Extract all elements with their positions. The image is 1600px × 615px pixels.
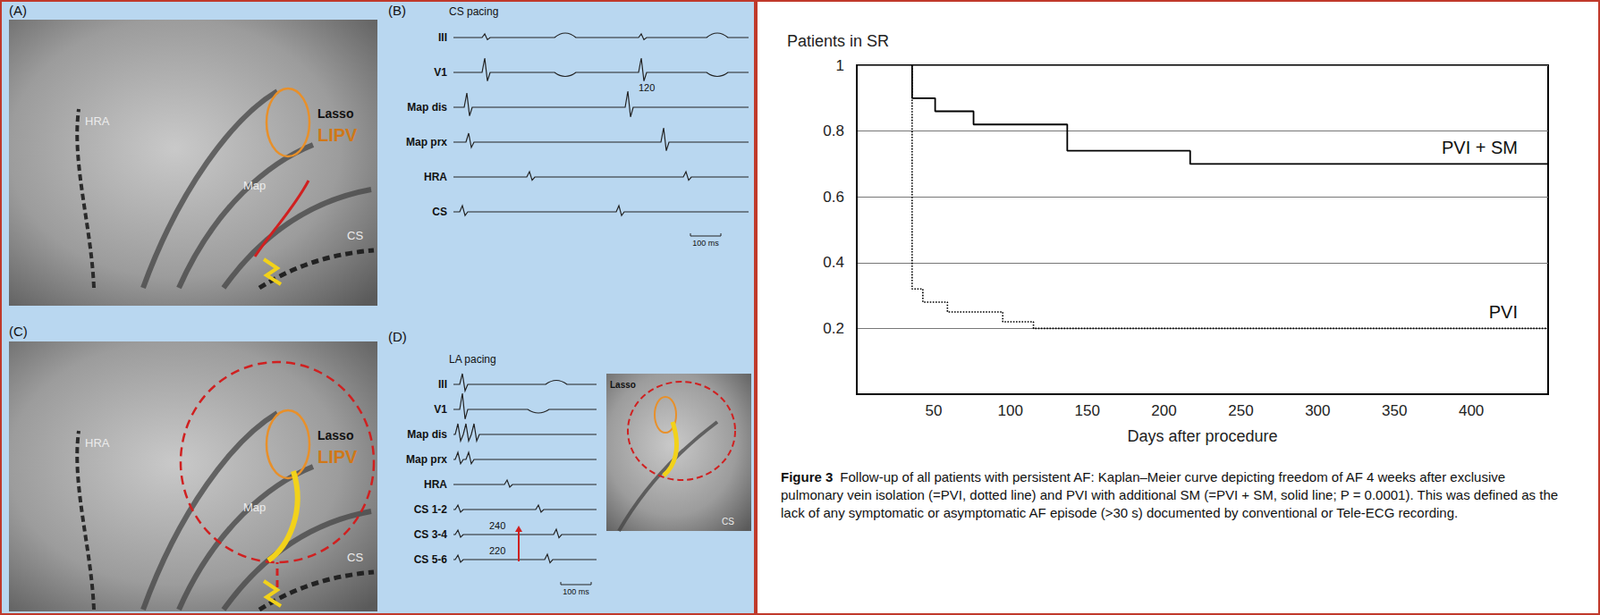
- svg-text:1: 1: [836, 57, 845, 75]
- svg-text:CS 1-2: CS 1-2: [414, 503, 449, 517]
- svg-text:0.6: 0.6: [822, 188, 845, 206]
- svg-text:Lasso: Lasso: [317, 106, 354, 121]
- svg-text:100 ms: 100 ms: [562, 587, 590, 597]
- svg-text:(C): (C): [8, 323, 28, 339]
- svg-text:III: III: [438, 31, 448, 44]
- html-text:Figure 3: Figure 3: [780, 469, 834, 485]
- svg-text:Days after procedure: Days after procedure: [1126, 427, 1278, 446]
- svg-text:(D): (D): [388, 329, 407, 345]
- svg-text:0.2: 0.2: [822, 320, 845, 338]
- svg-text:100 ms: 100 ms: [692, 238, 720, 248]
- svg-text:120: 120: [638, 82, 655, 94]
- svg-text:Map: Map: [243, 500, 266, 515]
- svg-text:Lasso: Lasso: [317, 428, 354, 443]
- svg-text:Map prx: Map prx: [406, 135, 448, 149]
- svg-text:CS: CS: [721, 516, 735, 527]
- svg-text:LA pacing: LA pacing: [448, 353, 497, 366]
- svg-text:0.8: 0.8: [822, 122, 845, 140]
- svg-text:300: 300: [1304, 402, 1330, 420]
- svg-text:CS: CS: [347, 228, 364, 243]
- svg-text:III: III: [438, 378, 448, 391]
- svg-text:Map dis: Map dis: [406, 428, 448, 441]
- svg-text:CS 3-4: CS 3-4: [414, 528, 449, 542]
- svg-text:CS pacing: CS pacing: [448, 5, 499, 18]
- svg-text:400: 400: [1458, 402, 1484, 420]
- svg-text:250: 250: [1227, 402, 1253, 420]
- svg-text:Map dis: Map dis: [406, 101, 448, 114]
- svg-text:50: 50: [924, 402, 942, 420]
- svg-text:CS: CS: [431, 205, 448, 219]
- svg-text:PVI + SM: PVI + SM: [1441, 137, 1518, 158]
- svg-text:(A): (A): [8, 2, 27, 18]
- svg-text:CS: CS: [347, 550, 364, 565]
- svg-text:Patients in SR: Patients in SR: [787, 32, 889, 51]
- svg-text:V1: V1: [433, 66, 448, 79]
- svg-text:(B): (B): [388, 2, 407, 18]
- svg-text:HRA: HRA: [423, 478, 448, 492]
- svg-text:200: 200: [1151, 402, 1177, 420]
- svg-text:Map prx: Map prx: [406, 453, 448, 466]
- svg-text:150: 150: [1074, 402, 1100, 420]
- svg-text:V1: V1: [433, 403, 448, 416]
- svg-text:PVI: PVI: [1489, 302, 1518, 322]
- svg-text:LIPV: LIPV: [317, 447, 358, 467]
- svg-text:0.4: 0.4: [822, 253, 845, 271]
- html-text:Follow-up of all patients with: Follow-up of all patients with persisten…: [780, 469, 1559, 521]
- svg-text:HRA: HRA: [423, 170, 448, 184]
- svg-text:LIPV: LIPV: [317, 125, 358, 145]
- svg-text:100: 100: [998, 402, 1024, 420]
- svg-text:240: 240: [489, 520, 506, 532]
- svg-text:220: 220: [489, 545, 506, 557]
- svg-text:HRA: HRA: [84, 436, 111, 450]
- svg-text:Map: Map: [243, 178, 266, 193]
- svg-text:Lasso: Lasso: [609, 380, 636, 390]
- svg-text:350: 350: [1381, 402, 1407, 420]
- svg-text:CS 5-6: CS 5-6: [414, 553, 449, 567]
- svg-text:HRA: HRA: [84, 114, 111, 128]
